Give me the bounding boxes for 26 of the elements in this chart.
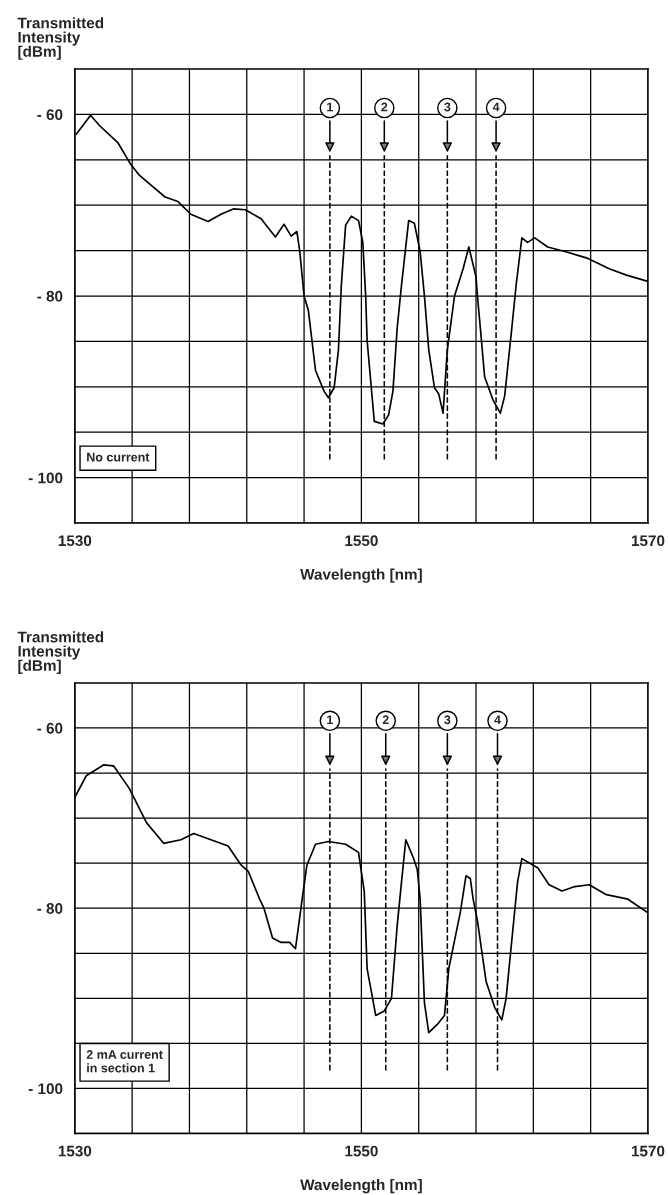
y-tick-label: - 60 — [37, 722, 63, 734]
x-tick-label: 1530 — [58, 1145, 92, 1157]
annotation: 2 mA current in section 1 — [86, 1050, 163, 1073]
x-tick-label: 1550 — [345, 535, 378, 547]
annotation: 3 — [444, 715, 451, 725]
x-axis-title: Wavelength [nm] — [300, 1178, 422, 1194]
annotation: 4 — [492, 102, 500, 112]
x-axis-title: Wavelength [nm] — [300, 568, 422, 583]
annotation: 3 — [444, 102, 451, 112]
annotation: 2 — [382, 715, 389, 725]
annotation: 2 — [381, 102, 388, 112]
y-tick-label: - 100 — [28, 472, 63, 484]
x-tick-label: 1570 — [631, 1145, 665, 1157]
y-tick-label: - 100 — [28, 1083, 63, 1095]
y-tick-label: - 80 — [37, 290, 63, 302]
annotation: 1 — [327, 715, 333, 725]
y-tick-label: - 60 — [37, 109, 63, 121]
annotation: 1 — [327, 102, 333, 112]
x-tick-label: 1570 — [631, 535, 665, 547]
x-tick-label: 1530 — [58, 535, 92, 547]
annotation: No current — [87, 452, 150, 462]
y-axis-title: Transmitted Intensity [dBm] — [17, 17, 104, 60]
y-axis-title: Transmitted Intensity [dBm] — [17, 631, 104, 674]
annotation: 4 — [494, 715, 501, 725]
x-tick-label: 1550 — [345, 1145, 378, 1157]
y-tick-label: - 80 — [37, 903, 63, 914]
